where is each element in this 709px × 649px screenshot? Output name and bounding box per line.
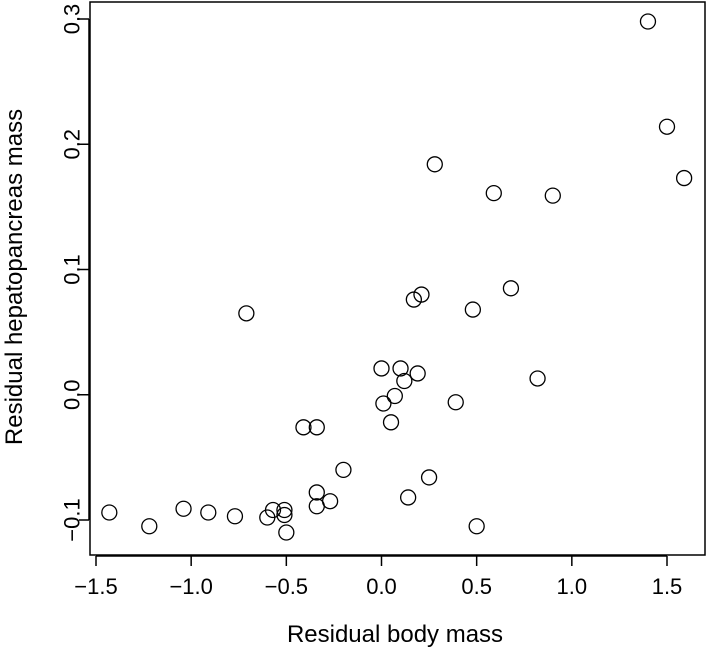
data-point bbox=[502, 280, 520, 297]
data-point bbox=[413, 286, 430, 303]
data-point bbox=[675, 169, 693, 187]
data-point bbox=[276, 501, 293, 519]
data-point bbox=[295, 419, 312, 436]
data-point bbox=[529, 370, 546, 387]
data-point bbox=[399, 489, 417, 506]
data-point bbox=[141, 518, 158, 535]
data-point bbox=[447, 394, 464, 411]
y-axis: −0.1 0.0 0.1 0.2 0.3 bbox=[60, 4, 90, 542]
y-tick-label: 0.0 bbox=[60, 379, 85, 410]
data-point bbox=[485, 184, 502, 202]
x-tick-label: 1.0 bbox=[557, 574, 588, 599]
data-point bbox=[409, 365, 426, 382]
x-tick-label: 0.5 bbox=[461, 574, 492, 599]
data-point bbox=[308, 484, 325, 501]
data-points bbox=[101, 13, 693, 541]
data-point bbox=[386, 387, 403, 405]
data-point bbox=[276, 506, 293, 524]
x-tick-label: 0.0 bbox=[366, 574, 397, 599]
x-axis: −1.5 −1.0 −0.5 0.0 0.5 1.0 1.5 bbox=[74, 555, 683, 599]
data-point bbox=[639, 13, 657, 30]
y-tick-label: −0.1 bbox=[60, 498, 85, 541]
data-point bbox=[426, 156, 443, 173]
data-point bbox=[375, 395, 392, 412]
x-tick-label: −0.5 bbox=[265, 574, 308, 599]
data-point bbox=[396, 372, 413, 390]
data-point bbox=[226, 508, 244, 525]
y-tick-label: 0.3 bbox=[60, 4, 85, 35]
data-point bbox=[468, 518, 485, 535]
plot-area-frame bbox=[89, 1, 706, 556]
y-axis-title: Residual hepatopancreas mass bbox=[1, 109, 28, 445]
data-point bbox=[464, 301, 482, 318]
x-tick-label: 1.5 bbox=[652, 574, 683, 599]
data-point bbox=[335, 461, 352, 479]
x-tick-label: −1.5 bbox=[74, 574, 117, 599]
data-point bbox=[278, 524, 295, 541]
data-point bbox=[392, 360, 409, 377]
data-point bbox=[321, 493, 339, 510]
y-tick-label: 0.2 bbox=[60, 129, 85, 160]
data-point bbox=[373, 360, 390, 377]
data-point bbox=[382, 414, 400, 431]
data-point bbox=[420, 469, 438, 486]
y-tick-label: 0.1 bbox=[60, 254, 85, 285]
data-point bbox=[200, 504, 217, 521]
data-point bbox=[101, 504, 118, 521]
data-point bbox=[658, 118, 676, 135]
data-point bbox=[264, 501, 282, 519]
x-tick-label: −1.0 bbox=[169, 574, 212, 599]
x-axis-title: Residual body mass bbox=[287, 621, 503, 648]
data-point bbox=[175, 500, 192, 517]
data-point bbox=[238, 305, 255, 322]
data-point bbox=[308, 419, 325, 436]
data-point bbox=[544, 187, 561, 204]
